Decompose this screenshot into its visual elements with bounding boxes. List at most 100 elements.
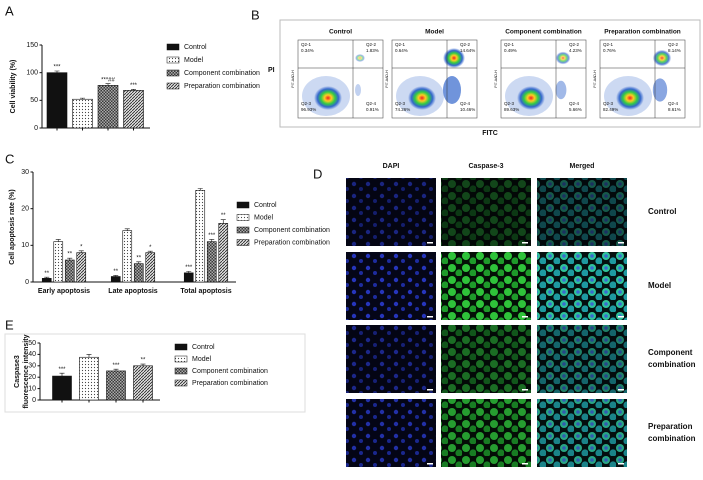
y-tick-label: 10 [28,385,36,392]
annotation: *** [53,65,61,71]
y-tick-label: 0 [32,397,36,404]
plot-axis-title: PI7-AAD-H [291,70,295,88]
bar [106,370,126,401]
bar [52,375,72,401]
quadrant-value: 14.64% [460,48,475,53]
cell-cloud [443,76,461,104]
column-header: Caspase-3 [468,163,503,170]
x-tick-label: Late apoptosis [108,288,158,295]
scale-bar [522,389,528,391]
cell-cloud [652,49,672,67]
annotation: *** [208,233,216,239]
annotation: ** [136,255,141,261]
micrograph [346,325,436,393]
annotation: ** [221,213,226,219]
scale-bar [427,389,433,391]
legend-swatch [174,355,188,363]
annotation: *** [112,363,120,369]
bar [46,72,68,129]
quadrant-name: Q2-4 [668,101,679,106]
annotation: ** [113,269,118,275]
scale-bar [427,316,433,318]
legend-label: Preparation combination [192,380,268,387]
y-axis-label: Caspase3 [14,355,21,388]
quadrant-value: 96.93% [301,107,316,112]
legend-swatch [166,56,180,64]
annotation: * [80,244,83,250]
y-axis-label: fluorescence intensity [23,334,30,408]
panel-letter: A [5,3,14,18]
quadrant-value: 8.61% [668,107,681,112]
quadrant-name: Q2-1 [395,42,406,47]
quadrant-value: 0.64% [395,48,408,53]
legend-swatch [174,379,188,387]
legend-label: Model [192,356,212,363]
micrograph [441,178,531,246]
error-bar [124,228,130,231]
row-label: Model [648,281,671,290]
error-bar [55,239,61,242]
scale-bar [427,242,433,244]
quadrant-name: Q2-3 [301,101,312,106]
micrograph [346,252,436,320]
quadrant-value: 10.46% [460,107,475,112]
error-bar [136,261,142,264]
cell-cloud [355,54,365,62]
legend-swatch [166,82,180,90]
annotation: *** [130,83,138,89]
cell-cloud [314,86,342,110]
y-tick-label: 50 [30,97,38,104]
quadrant-name: Q2-4 [366,101,377,106]
quadrant-name: Q2-2 [668,42,679,47]
y-axis-label: Cell apoptosis rate (%) [9,189,16,264]
cell-cloud [517,86,545,110]
micrograph [537,252,627,320]
legend-label: Component combination [184,70,260,77]
legend-label: Control [254,202,277,209]
micrograph [441,325,531,393]
panel-letter: D [313,166,322,181]
plot-title: Component combination [505,29,582,36]
row-label: Component [648,348,693,357]
x-tick-label: Total apoptosis [180,288,231,295]
quadrant-value: 0.76% [603,48,616,53]
legend-swatch [166,43,180,51]
plot-title: Control [329,29,352,36]
legend-label: Model [254,214,274,221]
plot-title: Preparation combination [604,29,681,36]
scale-bar [618,316,624,318]
bar [53,241,64,283]
cell-cloud [652,78,668,102]
micrograph [441,252,531,320]
bar [218,223,229,283]
bar [133,365,153,401]
micrograph [537,399,627,467]
legend-swatch [236,239,250,246]
cell-cloud [555,51,571,65]
plot-box [297,39,384,119]
bar [123,90,144,129]
y-tick-label: 30 [28,363,36,370]
error-bar [209,239,215,242]
cell-cloud [555,80,567,100]
quadrant-name: Q2-1 [301,42,312,47]
y-tick-label: 0 [25,279,29,286]
quadrant-name: Q2-3 [603,101,614,106]
legend-label: Component combination [192,368,268,375]
y-tick-label: 100 [26,70,38,77]
scale-bar [618,242,624,244]
scale-bar [522,316,528,318]
quadrant-name: Q2-2 [569,42,580,47]
bar [76,252,87,283]
row-label: Control [648,207,676,216]
bar [72,98,93,129]
flow-x-label: FITC [482,130,498,137]
panel-letter: E [5,317,14,332]
error-bar [59,372,65,377]
panel-e-border [4,333,306,413]
annotation: * [149,245,152,251]
annotation: *** [58,367,66,373]
quadrant-value: 0.91% [366,107,379,112]
bar [206,241,217,283]
